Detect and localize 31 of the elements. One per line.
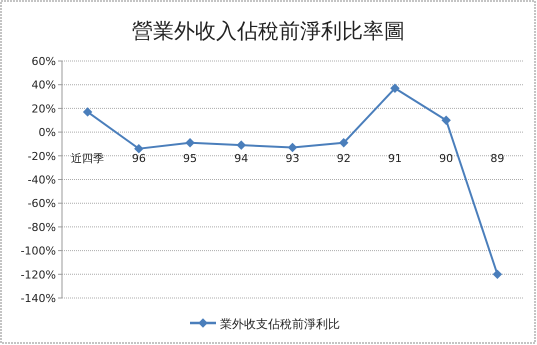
point bbox=[339, 138, 348, 148]
point bbox=[492, 270, 502, 279]
x-tick-label: 96 bbox=[132, 152, 146, 166]
y-tick-label: 60% bbox=[32, 55, 56, 68]
y-tick-label: -120% bbox=[20, 268, 56, 282]
point bbox=[83, 107, 92, 116]
x-tick-label: 91 bbox=[388, 152, 402, 166]
x-tick-label: 近四季 bbox=[71, 152, 104, 166]
y-tick-label: -60% bbox=[28, 197, 56, 210]
x-tick-label: 95 bbox=[183, 152, 198, 166]
point bbox=[236, 140, 246, 150]
y-tick-label: -20% bbox=[28, 150, 56, 163]
point bbox=[390, 84, 400, 93]
y-tick-label: -140% bbox=[20, 292, 56, 305]
y-tick-label: 40% bbox=[32, 78, 56, 92]
point bbox=[442, 116, 451, 125]
point bbox=[134, 144, 144, 154]
point bbox=[186, 138, 195, 148]
y-tick-label: -40% bbox=[28, 174, 56, 186]
x-tick-label: 93 bbox=[286, 152, 300, 166]
x-tick-label: 92 bbox=[336, 152, 351, 166]
x-tick-label: 89 bbox=[490, 152, 504, 166]
y-tick-label: -100% bbox=[20, 244, 56, 258]
point bbox=[288, 143, 297, 152]
legend-label: 業外收支佔稅前淨利比 bbox=[220, 317, 340, 331]
chart-title: 營業外收入佔稅前淨利比率圖 bbox=[132, 19, 405, 43]
x-tick-label: 90 bbox=[439, 152, 454, 166]
y-tick-label: -80% bbox=[28, 220, 56, 234]
y-tick-label: 20% bbox=[32, 102, 56, 116]
y-tick-label: 0% bbox=[38, 126, 56, 140]
x-tick-label: 94 bbox=[234, 152, 248, 166]
